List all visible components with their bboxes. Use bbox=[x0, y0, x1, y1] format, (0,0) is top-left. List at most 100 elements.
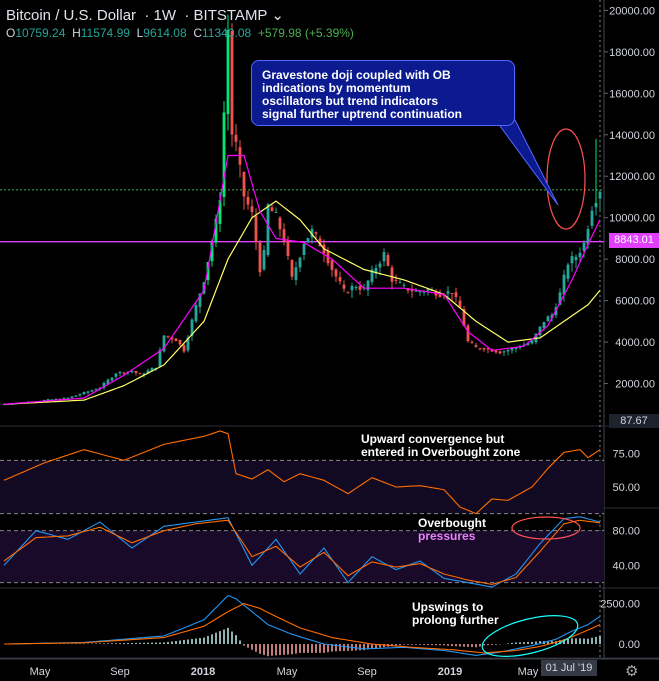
rsi-line bbox=[3, 430, 601, 515]
candle-body bbox=[142, 373, 146, 376]
candle-body bbox=[494, 350, 498, 353]
candle-body bbox=[330, 260, 334, 270]
candle-body bbox=[498, 351, 502, 354]
macd-histogram-bar bbox=[231, 631, 233, 645]
macd-histogram-bar bbox=[235, 635, 237, 645]
macd-histogram-bar bbox=[419, 644, 421, 645]
candle-body bbox=[282, 229, 286, 243]
candle-body bbox=[226, 29, 230, 115]
macd-histogram-bar bbox=[255, 644, 257, 652]
macd-histogram-bar bbox=[307, 644, 309, 653]
stoch-band bbox=[0, 530, 604, 583]
macd-histogram-bar bbox=[439, 644, 441, 646]
candle-body bbox=[82, 391, 86, 395]
price-axis-tick-label: 18000.00 bbox=[609, 47, 655, 59]
candle-body bbox=[574, 256, 578, 261]
macd-annotation: Upswings to prolong further bbox=[412, 600, 499, 627]
high-value: 11574.99 bbox=[80, 26, 130, 40]
macd-histogram-bar bbox=[319, 644, 321, 653]
macd-histogram-bar bbox=[219, 631, 221, 645]
candle-body bbox=[486, 348, 490, 350]
macd-histogram-bar bbox=[539, 641, 541, 645]
crosshair-date-tag: 01 Jul '19 bbox=[541, 660, 597, 676]
candle-body bbox=[390, 267, 394, 282]
candle-body bbox=[278, 217, 282, 230]
macd-histogram-bar bbox=[471, 644, 473, 648]
macd-histogram-bar bbox=[223, 629, 225, 645]
candle-body bbox=[438, 293, 442, 297]
candle-body bbox=[210, 242, 214, 262]
candle-body bbox=[254, 215, 258, 243]
candle-body bbox=[510, 347, 514, 351]
candle-body bbox=[70, 396, 74, 399]
price-axis-tick-label: 10000.00 bbox=[609, 213, 655, 225]
candle-body bbox=[382, 252, 386, 262]
macd-histogram-bar bbox=[203, 637, 205, 645]
macd-histogram-bar bbox=[567, 638, 569, 645]
candle-body bbox=[62, 397, 66, 399]
price-axis-tick-label: 2000.00 bbox=[615, 379, 655, 391]
candle-body bbox=[146, 370, 150, 374]
interval-label[interactable]: 1W bbox=[153, 7, 177, 24]
gear-icon[interactable]: ⚙ bbox=[625, 663, 639, 680]
stoch-axis-tick-label: 40.00 bbox=[612, 560, 640, 572]
price-axis-tick-label: 12000.00 bbox=[609, 171, 655, 183]
macd-histogram-bar bbox=[563, 639, 565, 645]
candle-body bbox=[130, 370, 134, 372]
price-axis-tick-label: 6000.00 bbox=[615, 296, 655, 308]
macd-histogram-bar bbox=[451, 644, 453, 647]
macd-histogram-bar bbox=[143, 642, 145, 645]
annotation-callout[interactable]: Gravestone doji coupled with OB indicati… bbox=[251, 60, 515, 126]
macd-histogram-bar bbox=[459, 644, 461, 647]
macd-histogram-bar bbox=[199, 638, 201, 645]
exchange-label[interactable]: BITSTAMP bbox=[193, 7, 268, 24]
macd-histogram-bar bbox=[583, 638, 585, 645]
candle-body bbox=[474, 345, 478, 348]
macd-histogram-bar bbox=[315, 644, 317, 653]
candle-body bbox=[78, 394, 82, 396]
symbol-name[interactable]: Bitcoin / U.S. Dollar bbox=[6, 7, 137, 24]
candle-body bbox=[566, 264, 570, 279]
candle-body bbox=[250, 206, 254, 212]
time-axis-tick-label: Sep bbox=[357, 666, 377, 678]
candle-body bbox=[306, 238, 310, 243]
candle-body bbox=[366, 280, 370, 291]
chevron-down-icon[interactable]: ⌄ bbox=[271, 7, 284, 24]
candle-body bbox=[162, 335, 166, 352]
macd-histogram-bar bbox=[455, 644, 457, 647]
macd-histogram-bar bbox=[311, 644, 313, 653]
candle-body bbox=[530, 340, 534, 344]
macd-histogram-bar bbox=[163, 642, 165, 645]
candle-body bbox=[582, 242, 586, 251]
candle-body bbox=[214, 218, 218, 243]
candle-body bbox=[86, 391, 90, 393]
macd-histogram-bar bbox=[303, 644, 305, 653]
candle-body bbox=[290, 260, 294, 277]
candle-body bbox=[158, 349, 162, 367]
macd-histogram-bar bbox=[547, 641, 549, 645]
candle-body bbox=[314, 232, 318, 234]
candle-body bbox=[170, 337, 174, 340]
sma-fast-line bbox=[3, 154, 601, 405]
price-axis-tick-label: 4000.00 bbox=[615, 337, 655, 349]
candle-body bbox=[426, 289, 430, 291]
callout-line: signal further uptrend continuation bbox=[262, 107, 462, 121]
macd-histogram-bar bbox=[159, 642, 161, 645]
macd-histogram-bar bbox=[275, 644, 277, 656]
macd-histogram-bar bbox=[527, 642, 529, 645]
candle-body bbox=[118, 371, 122, 374]
candle-body bbox=[538, 326, 542, 336]
candle-body bbox=[590, 210, 594, 226]
candle-body bbox=[166, 335, 170, 337]
macd-histogram-bar bbox=[227, 627, 229, 645]
candle-body bbox=[558, 292, 562, 305]
macd-signal-line bbox=[4, 603, 601, 654]
candle-body bbox=[466, 325, 470, 342]
macd-histogram-bar bbox=[267, 644, 269, 657]
macd-histogram-bar bbox=[551, 641, 553, 645]
time-axis-tick-label: May bbox=[277, 666, 298, 678]
macd-histogram-bar bbox=[123, 643, 125, 645]
candle-body bbox=[450, 293, 454, 295]
macd-histogram-bar bbox=[155, 642, 157, 645]
candle-body bbox=[458, 300, 462, 308]
